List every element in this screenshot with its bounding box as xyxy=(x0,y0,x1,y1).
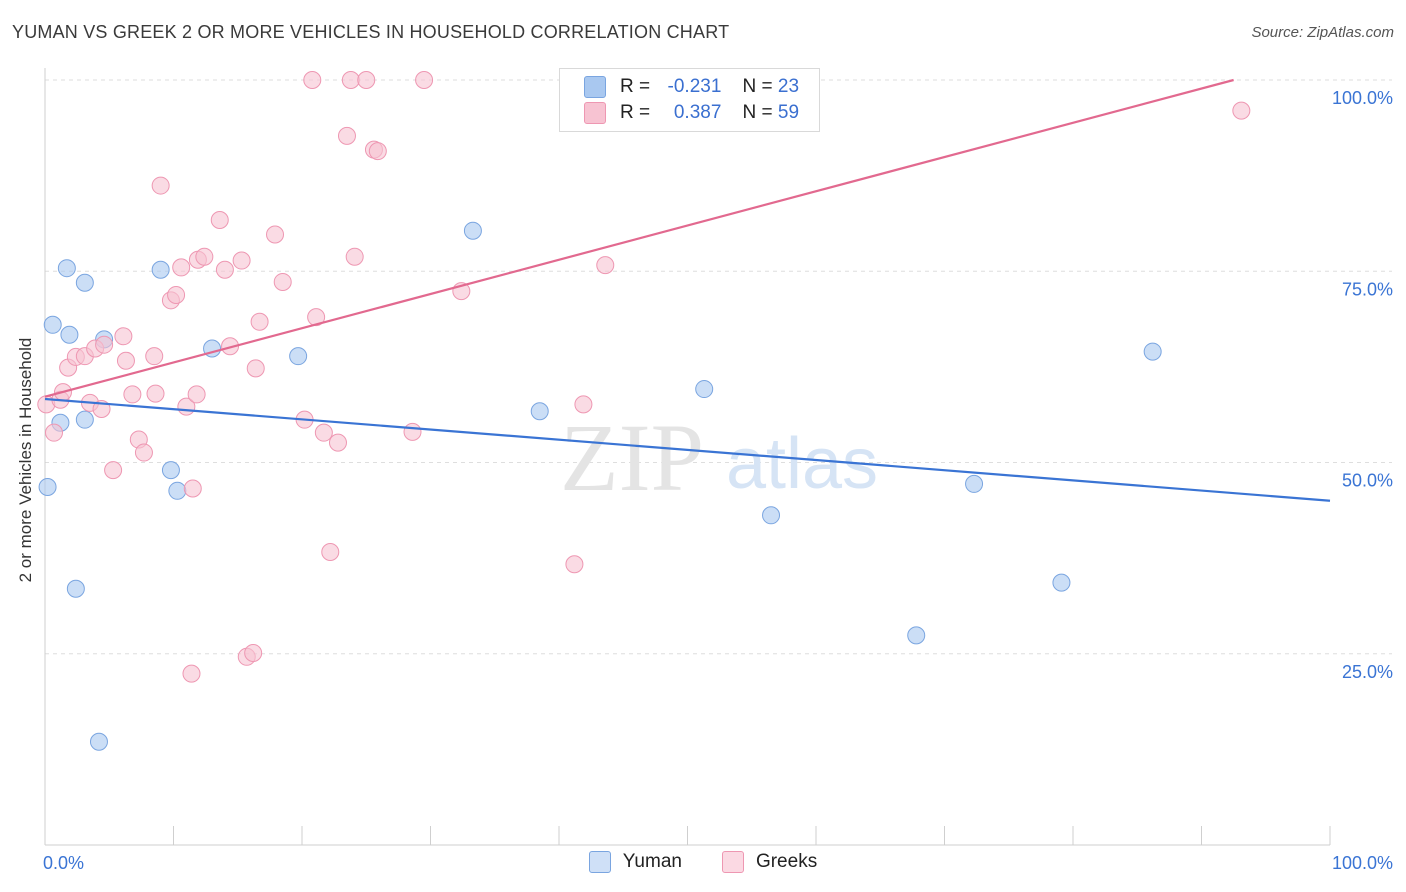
greeks-point xyxy=(146,384,165,403)
greeks-point xyxy=(403,422,422,441)
greeks-point xyxy=(266,225,285,244)
greeks-point xyxy=(307,308,326,327)
greeks-point xyxy=(368,142,387,161)
greeks-point xyxy=(565,555,584,574)
y-tick-label: 25.0% xyxy=(1342,662,1393,682)
legend-row-yuman: R = -0.231 N = 23 xyxy=(584,74,799,100)
correlation-legend: R = -0.231 N = 23 R = 0.387 N = 59 xyxy=(559,68,820,132)
greeks-point xyxy=(250,312,269,331)
greeks-point xyxy=(273,272,292,291)
greeks-point xyxy=(114,327,133,346)
legend-row-greeks: R = 0.387 N = 59 xyxy=(584,100,799,126)
greeks-swatch xyxy=(721,851,744,873)
greeks-point xyxy=(104,461,123,480)
yuman-point xyxy=(57,259,76,278)
series-legend: Yuman Greeks xyxy=(0,851,1406,873)
yuman-point xyxy=(463,221,482,240)
n-label: N = xyxy=(742,102,773,123)
greeks-point xyxy=(345,247,364,266)
greeks-point xyxy=(337,126,356,145)
yuman-swatch xyxy=(584,76,606,98)
greeks-point xyxy=(182,664,201,683)
yuman-point xyxy=(75,273,94,292)
yuman-point xyxy=(289,347,308,366)
watermark-zip: ZIP xyxy=(560,404,704,511)
y-tick-label: 75.0% xyxy=(1342,279,1393,299)
greeks-point xyxy=(328,433,347,452)
greeks-point xyxy=(116,351,135,370)
greeks-point xyxy=(314,423,333,442)
greeks-point xyxy=(44,423,63,442)
n-value: 59 xyxy=(777,102,800,123)
yuman-point xyxy=(168,481,187,500)
yuman-point xyxy=(43,315,62,334)
greeks-point xyxy=(415,71,434,89)
greeks-point xyxy=(151,176,170,195)
greeks-point xyxy=(187,385,206,404)
yuman-point xyxy=(66,579,85,598)
yuman-point xyxy=(530,402,549,421)
tick-labels: 25.0% 50.0% 75.0% 100.0% 0.0% 100.0% xyxy=(43,88,1393,873)
yuman-point xyxy=(1052,573,1071,592)
yuman-point xyxy=(907,626,926,645)
yuman-point xyxy=(965,474,984,493)
greeks-point xyxy=(215,260,234,279)
yuman-swatch xyxy=(588,851,611,873)
yuman-point xyxy=(151,260,170,279)
yuman-trend-line xyxy=(44,397,1331,502)
n-value: 23 xyxy=(777,76,800,97)
greeks-point xyxy=(145,347,164,366)
legend-item-yuman[interactable]: Yuman xyxy=(588,851,682,873)
greeks-point xyxy=(596,256,615,275)
n-label: N = xyxy=(742,76,773,97)
greeks-point xyxy=(574,395,593,414)
greeks-point xyxy=(341,71,360,89)
yuman-point xyxy=(762,506,781,525)
source-credit: Source: ZipAtlas.com xyxy=(1251,24,1394,41)
greeks-point xyxy=(246,359,265,378)
legend-label-yuman: Yuman xyxy=(622,851,682,872)
yuman-point xyxy=(89,732,108,751)
greeks-point xyxy=(183,479,202,498)
r-value: 0.387 xyxy=(673,102,722,123)
greeks-point xyxy=(303,71,322,89)
watermark: ZIP atlas xyxy=(560,404,878,511)
r-value: -0.231 xyxy=(667,76,722,97)
r-label: R = xyxy=(620,76,651,97)
legend-item-greeks[interactable]: Greeks xyxy=(721,851,818,873)
y-tick-label: 50.0% xyxy=(1342,471,1393,491)
yuman-point xyxy=(1143,342,1162,361)
axes xyxy=(44,68,1331,846)
legend-label-greeks: Greeks xyxy=(755,851,818,872)
greeks-point xyxy=(134,443,153,462)
yuman-point xyxy=(75,410,94,429)
r-label: R = xyxy=(620,102,651,123)
greeks-point xyxy=(321,543,340,562)
greeks-point xyxy=(123,385,142,404)
x-tick-label: 100.0% xyxy=(1332,853,1393,873)
yuman-point xyxy=(60,325,79,344)
gridlines xyxy=(45,79,1392,655)
greeks-point xyxy=(210,210,229,229)
greeks-swatch xyxy=(584,102,606,124)
greeks-point xyxy=(1232,101,1251,120)
greeks-point xyxy=(167,285,186,304)
y-tick-label: 100.0% xyxy=(1332,88,1393,108)
greeks-point xyxy=(232,251,251,270)
yuman-point xyxy=(38,477,57,496)
greeks-point xyxy=(357,71,376,89)
greeks-point xyxy=(244,643,263,662)
greeks-trend-line xyxy=(44,78,1234,398)
x-tick-label: 0.0% xyxy=(43,853,84,873)
yuman-point xyxy=(695,380,714,399)
yuman-point xyxy=(161,461,180,480)
chart-title: YUMAN VS GREEK 2 OR MORE VEHICLES IN HOU… xyxy=(12,22,730,42)
trend-lines xyxy=(44,78,1331,502)
greeks-point xyxy=(172,258,191,277)
greeks-point xyxy=(95,335,114,354)
greeks-point xyxy=(195,247,214,266)
